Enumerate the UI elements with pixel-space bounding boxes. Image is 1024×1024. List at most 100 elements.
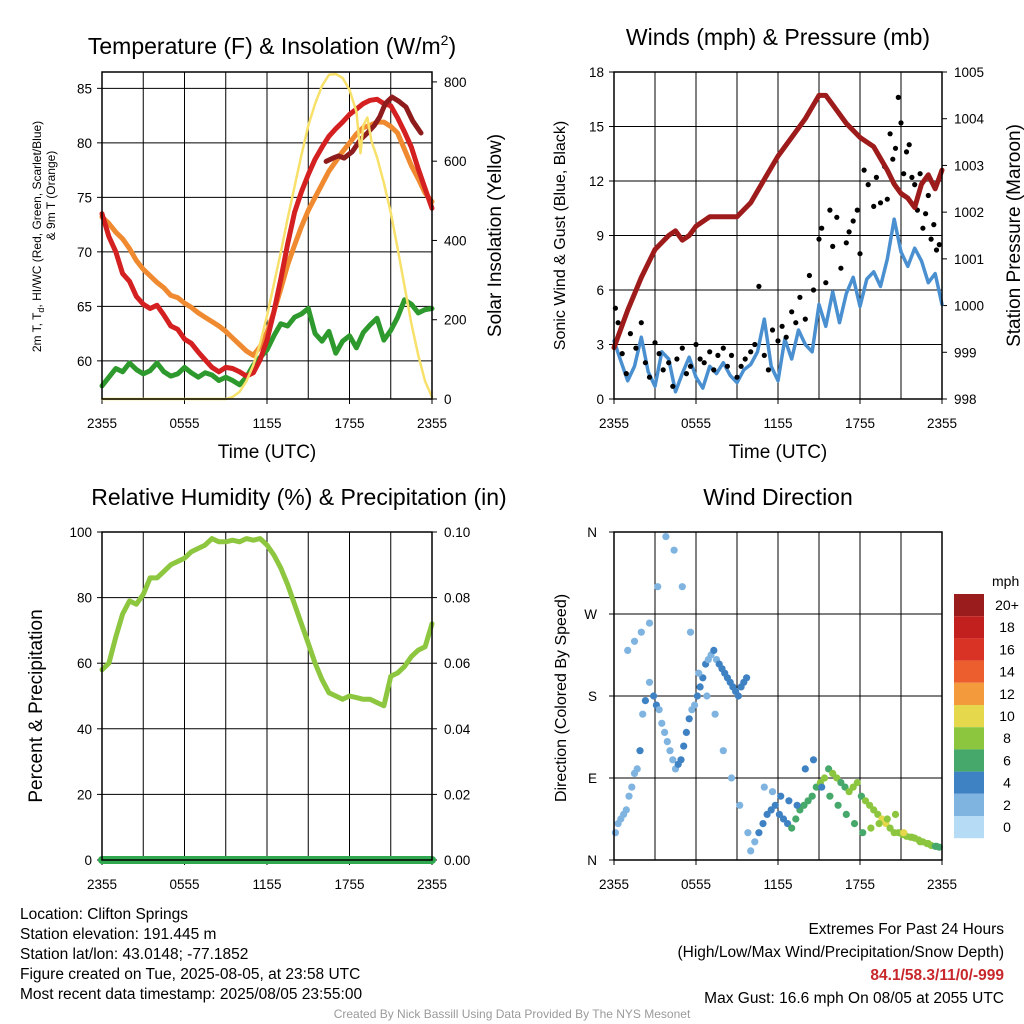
direction-point (771, 801, 779, 809)
gust-point (769, 327, 776, 333)
gust-point (674, 356, 680, 362)
station-info: Location: Clifton Springs Station elevat… (20, 905, 362, 1005)
heat-index-series (323, 94, 424, 164)
gust-point (693, 341, 699, 348)
legend-label: 20+ (995, 597, 1019, 613)
direction-point (611, 829, 620, 837)
direction-point (645, 678, 654, 686)
x-tick-label: 1755 (845, 877, 875, 892)
direction-point (747, 847, 755, 855)
gust-point (756, 283, 762, 289)
gust-point (830, 243, 836, 249)
legend-swatch (954, 727, 984, 750)
x-tick-label: 2355 (417, 416, 447, 431)
recent-timestamp: Most recent data timestamp: 2025/08/05 2… (20, 986, 363, 1003)
direction-point (670, 546, 678, 554)
direction-point (829, 769, 837, 778)
legend-label: 0 (1003, 819, 1011, 835)
y-tick-label: 3 (596, 338, 604, 353)
y2-tick-label: 0.08 (444, 591, 470, 606)
x-tick-label: 2355 (87, 416, 117, 431)
direction-point (696, 683, 704, 691)
direction-point (759, 820, 767, 828)
y2-tick-label: 0.04 (444, 722, 471, 737)
direction-point (719, 747, 727, 755)
direction-point (645, 619, 654, 627)
x-tick-label: 1755 (334, 416, 364, 431)
gust-point (933, 247, 940, 253)
gust-point (697, 356, 703, 362)
plot-frame (101, 71, 433, 400)
gust-point (890, 156, 896, 162)
legend-label: 12 (999, 686, 1015, 702)
x-tick-label: 0555 (169, 416, 199, 431)
direction-point (820, 774, 829, 782)
gust-point (679, 345, 685, 351)
gust-point (838, 265, 844, 271)
direction-point (743, 674, 751, 682)
direction-point (677, 756, 685, 764)
gust-point (892, 145, 899, 151)
x-tick-label: 1755 (845, 416, 875, 431)
direction-point (703, 692, 711, 700)
gust-point (912, 182, 918, 188)
station-latlon: Station lat/lon: 43.0148; -77.1852 (20, 946, 249, 963)
grid-lines (102, 532, 432, 860)
gust-point (909, 174, 915, 180)
direction-point (641, 697, 650, 705)
direction-point (886, 824, 894, 832)
direction-point (818, 783, 826, 791)
credit-line: Created By Nick Bassill Using Data Provi… (333, 1007, 691, 1021)
y2-tick-label: 1003 (954, 158, 984, 173)
direction-point (734, 692, 743, 700)
y-tick-label: 40 (77, 722, 92, 737)
direction-point (727, 774, 736, 782)
gust-point (765, 367, 772, 373)
direction-point (845, 788, 853, 796)
gust-point (761, 352, 767, 358)
gust-point (823, 280, 829, 286)
gust-point (819, 225, 825, 231)
y-tick-label: 9 (596, 229, 604, 244)
gust-points (612, 94, 942, 389)
direction-point (624, 646, 632, 655)
gust-point (925, 192, 931, 199)
direction-point (630, 637, 639, 645)
direction-point (866, 801, 874, 809)
y-tick-label: 85 (77, 81, 92, 96)
x-tick-label: 1155 (252, 877, 281, 892)
gust-point (728, 352, 735, 358)
gust-point (873, 174, 880, 180)
gust-point (802, 316, 808, 322)
direction-point (874, 810, 882, 819)
gust-point (827, 207, 833, 213)
direction-point (875, 820, 883, 828)
gust-point (865, 182, 871, 188)
gust-point (931, 222, 937, 228)
legend-label: 8 (1003, 730, 1011, 746)
x-axis-label: Time (UTC) (218, 442, 317, 463)
direction-point (625, 792, 633, 800)
direction-point (804, 797, 812, 805)
direction-point (841, 783, 849, 791)
direction-point (650, 692, 658, 700)
direction-point (924, 840, 932, 848)
y2-tick-label: 1005 (954, 65, 984, 80)
gust-point (877, 200, 884, 206)
grid-lines (614, 532, 942, 860)
direction-point (755, 829, 763, 837)
direction-point (853, 779, 861, 787)
direction-point (859, 829, 867, 837)
max-gust: Max Gust: 16.6 mph On 08/05 at 2055 UTC (704, 990, 1004, 1007)
gust-point (816, 236, 822, 242)
y-axis-label: Direction (Colored By Speed) (553, 594, 570, 802)
gust-point (936, 242, 942, 248)
direction-point (691, 701, 699, 709)
gust-point (619, 351, 625, 357)
gust-point (711, 367, 717, 373)
gust-point (923, 211, 929, 217)
direction-point (622, 806, 630, 814)
y2-tick-label: 0.06 (444, 656, 470, 671)
x-tick-label: 1155 (763, 877, 792, 892)
direction-point (779, 815, 788, 823)
